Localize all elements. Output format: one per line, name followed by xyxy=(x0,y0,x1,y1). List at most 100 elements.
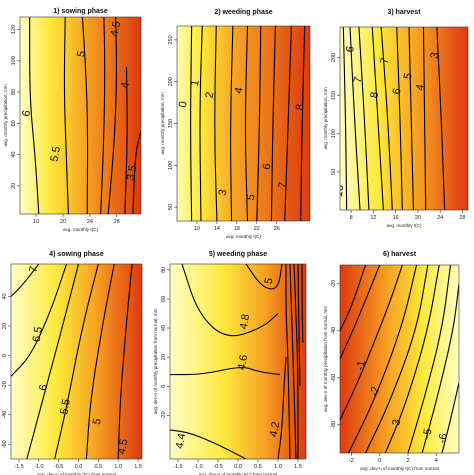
y-tick-label: 20 xyxy=(2,323,8,329)
x-tick-label: 12 xyxy=(370,215,376,221)
contour-group: 4.4 4.6 4.8 5 4.2 xyxy=(170,264,304,459)
y-tick-label: -60 xyxy=(2,440,8,448)
contour-label: 4.5 xyxy=(116,438,130,455)
contour-label: 4 xyxy=(119,81,132,89)
x-tick-label: 1.5 xyxy=(134,464,142,470)
contour-line xyxy=(170,367,281,376)
panel-title: 5) weeding phase xyxy=(209,251,267,258)
contour-line xyxy=(100,17,106,214)
y-tick-label: 50 xyxy=(168,204,174,210)
x-tick-label: 0 xyxy=(378,458,381,464)
contour-label: 6 xyxy=(391,87,404,95)
x-tick-label: 24 xyxy=(87,219,93,225)
plot-frame xyxy=(339,26,469,211)
x-axis-label: avg. dev-n of monthly t(C) from normal xyxy=(199,472,278,475)
contour-label: 4 xyxy=(233,86,246,94)
y-axis-label: avg. monthly precipitation, mm xyxy=(3,84,8,146)
contour-line xyxy=(54,264,99,459)
heatmap-field xyxy=(20,17,141,214)
contour-line xyxy=(293,264,299,459)
y-tick-label: 60 xyxy=(161,296,167,302)
contour-label: 7 xyxy=(378,57,391,65)
contour-group: 0 12 3 4 5 6 7 8 xyxy=(177,26,307,221)
plot-frame xyxy=(10,263,143,460)
contour-line xyxy=(301,264,304,343)
contour-line xyxy=(407,265,452,453)
contour-label: 4 xyxy=(414,83,427,91)
panel-6: -1-2-3-5 -66) harvest-2 0 2 4-80-60-40-20avg… xyxy=(323,251,460,471)
heatmap-field xyxy=(340,27,468,210)
y-tick-label: 150 xyxy=(168,119,174,128)
heatmap-field xyxy=(11,264,142,459)
contour-label: 5.5 xyxy=(49,145,63,162)
y-tick-label: 100 xyxy=(331,129,337,138)
contour-line xyxy=(81,17,89,214)
plot-frame xyxy=(339,264,460,454)
contour-line xyxy=(29,17,40,214)
y-tick-label: 100 xyxy=(11,56,17,65)
y-tick-label: 0 xyxy=(2,354,8,357)
x-tick-label: 18 xyxy=(234,226,240,232)
contour-line xyxy=(358,27,370,210)
contour-line xyxy=(11,264,40,297)
contour-line xyxy=(85,264,115,459)
contour-line xyxy=(421,283,459,453)
x-tick-label: -0.5 xyxy=(54,464,63,470)
contour-label: 4.8 xyxy=(238,313,252,330)
contour-line xyxy=(181,264,279,337)
contour-label: 5.5 xyxy=(58,398,72,415)
contour-label: 8 xyxy=(368,91,381,99)
y-tick-label: 120 xyxy=(11,25,17,34)
y-axis-label: avg. dev-n of monthly precipitation from… xyxy=(153,308,158,414)
contour-line xyxy=(245,264,283,290)
contour-line xyxy=(408,27,415,210)
contour-line xyxy=(348,265,418,453)
contour-line xyxy=(441,382,459,453)
panel-5: 4.4 4.6 4.8 5 4.2 5) weeding phase -1.5 -1.0 -0.… xyxy=(153,251,307,475)
y-tick-label: 20 xyxy=(161,354,167,360)
contour-label: 5 xyxy=(263,277,276,285)
contour-label: 6 xyxy=(344,45,357,53)
contour-line xyxy=(384,265,440,453)
x-tick-label: 28 xyxy=(114,219,120,225)
contour-label: -5 xyxy=(421,428,435,440)
x-tick-label: -1.0 xyxy=(34,464,43,470)
y-tick-label: 80 xyxy=(11,89,17,95)
contour-line xyxy=(270,26,276,221)
y-tick-label: 20 xyxy=(11,183,17,189)
contour-label: 4.4 xyxy=(174,432,188,449)
contour-label: 0 xyxy=(177,100,190,108)
contour-label: -1 xyxy=(354,360,368,372)
contour-label: -6 xyxy=(437,433,451,445)
panel-4: 7 6.5 6 5.5 5 4.5 4) sowing phase -1.5 -1.0 -0.5 0… xyxy=(2,251,143,475)
x-tick-label: -1.5 xyxy=(173,464,182,470)
contour-group: 6 5.5 5 4.5 4 3.5 xyxy=(20,17,141,214)
contour-line xyxy=(63,17,69,214)
contour-line xyxy=(285,264,291,459)
contour-line xyxy=(436,27,446,210)
x-tick-label: -0.5 xyxy=(213,464,222,470)
x-axis-label: avg. dev-n of monthly t(C) from normal xyxy=(37,472,116,475)
contour-label: 4.2 xyxy=(268,421,282,438)
contour-label: 1 xyxy=(189,79,202,87)
contour-line xyxy=(117,264,133,459)
contour-label: 6.5 xyxy=(31,326,45,343)
x-tick-label: 20 xyxy=(60,219,66,225)
contour-line xyxy=(284,26,292,221)
y-tick-label: 40 xyxy=(161,325,167,331)
contour-line xyxy=(422,27,427,210)
y-tick-label: 50 xyxy=(331,169,337,175)
contour-line xyxy=(199,26,203,221)
contour-label: 5 xyxy=(75,50,88,58)
y-tick-label: -60 xyxy=(331,374,337,382)
contour-label: -2 xyxy=(369,386,383,398)
contour-line xyxy=(365,265,429,453)
contour-label: -3 xyxy=(390,418,404,430)
y-tick-label: 200 xyxy=(331,53,337,62)
x-tick-label: 0.0 xyxy=(75,464,83,470)
contour-line xyxy=(124,67,128,214)
